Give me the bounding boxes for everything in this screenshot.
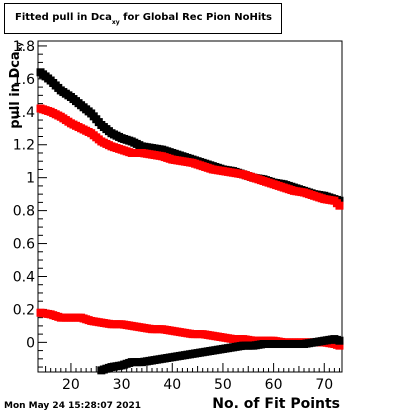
x-tick-label: 50 (214, 377, 232, 393)
y-axis-label: pull in Dcaxy (7, 42, 24, 129)
chart-title: Fitted pull in Dcaxy for Global Rec Pion… (15, 12, 272, 26)
y-tick-label: 1.8 (13, 39, 35, 55)
data-point (335, 341, 344, 350)
y-tick-label: 1.4 (13, 105, 35, 121)
x-tick-label: 20 (62, 377, 80, 393)
x-tick-label: 60 (265, 377, 283, 393)
x-tick-label: 70 (315, 377, 333, 393)
y-tick-label: 0.2 (13, 302, 35, 318)
timestamp: Mon May 24 15:28:07 2021 (4, 401, 142, 411)
data-markers (36, 68, 344, 375)
y-tick-label: 0.8 (13, 204, 35, 220)
title-main: Fitted pull in Dca (15, 12, 112, 23)
series-markers (36, 68, 344, 205)
y-tick-label: 0.4 (13, 269, 35, 285)
x-tick-label: 40 (163, 377, 181, 393)
data-point (335, 336, 344, 345)
x-tick-label: 30 (113, 377, 131, 393)
y-tick-label: 1.6 (13, 72, 35, 88)
title-rest: for Global Rec Pion NoHits (119, 12, 272, 23)
data-point (335, 201, 344, 210)
y-tick-label: 1 (26, 171, 35, 187)
x-axis-label: No. of Fit Points (212, 396, 340, 412)
axis-tick-labels: 20 30 40 50 60 70 0 0.2 0.4 0.6 0.8 1 1.2 1.4 1.6 1.8 (13, 39, 333, 393)
y-tick-label: 1.2 (13, 138, 35, 154)
y-tick-label: 0 (26, 335, 35, 351)
title-box: Fitted pull in Dcaxy for Global Rec Pion… (4, 3, 282, 34)
y-axis-label-subscript: xy (15, 42, 24, 52)
y-tick-label: 0.6 (13, 237, 35, 253)
series-markers (97, 335, 344, 375)
series-markers (36, 104, 344, 210)
title-subscript: xy (111, 19, 120, 26)
y-axis-label-main: pull in Dca (7, 51, 23, 129)
